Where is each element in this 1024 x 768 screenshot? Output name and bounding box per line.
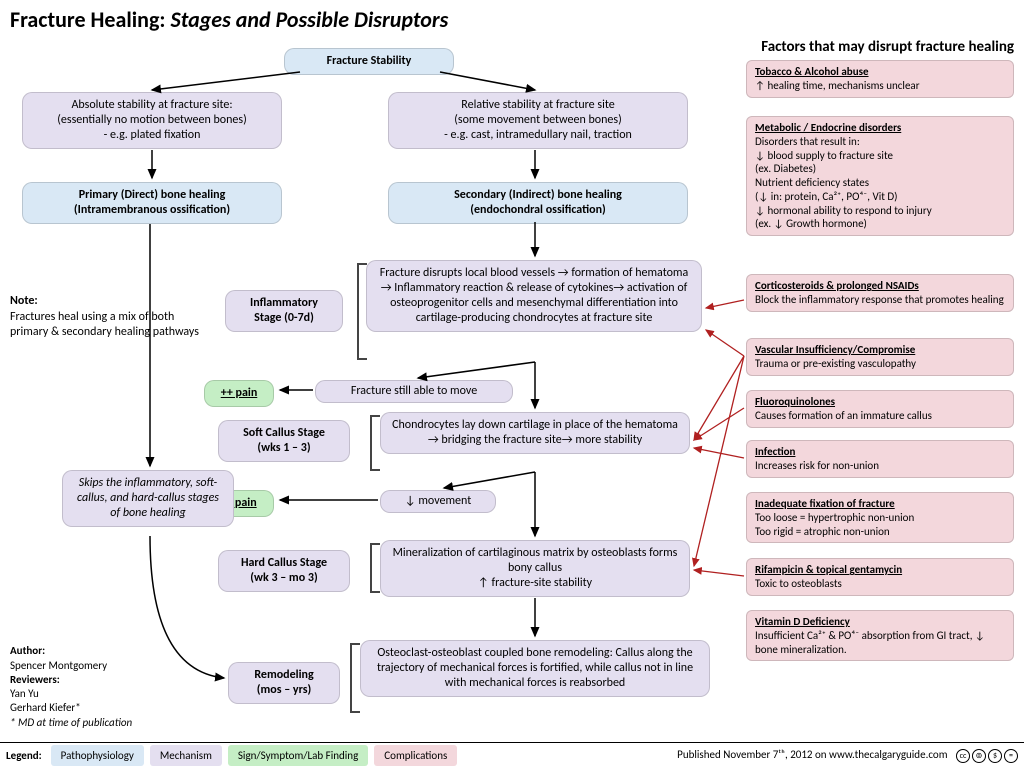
stage-soft-text: Chondrocytes lay down cartilage in place… [380,412,690,454]
node-absolute-stability: Absolute stability at fracture site: (es… [22,92,282,149]
node-fracture-stability: Fracture Stability [284,48,454,75]
disruptor-body: Disorders that result in: ↓ blood supply… [755,135,1005,231]
disruptor-title: Metabolic / Endocrine disorders [755,121,1005,135]
title-main: Fracture Healing: [10,6,165,33]
stage-inflammatory-text: Fracture disrupts local blood vessels → … [366,260,702,332]
page-title: Fracture Healing: Stages and Possible Di… [10,6,448,33]
stage-remodel-text: Osteoclast-osteoblast coupled bone remod… [360,640,710,697]
disruptor-tobacco: Tobacco & Alcohol abuse ↑ healing time, … [746,60,1014,98]
stage-hard-text: Mineralization of cartilaginous matrix b… [380,540,690,597]
disruptor-title: Tobacco & Alcohol abuse [755,65,1005,79]
disruptor-metabolic: Metabolic / Endocrine disorders Disorder… [746,116,1014,236]
node-primary-healing: Primary (Direct) bone healing (Intramemb… [22,182,282,224]
bracket-hard [370,543,380,593]
disruptor-title: Infection [755,445,1005,459]
stage-hard-label: Hard Callus Stage (wk 3 – mo 3) [218,550,350,592]
disruptor-vascular: Vascular Insufficiency/Compromise Trauma… [746,338,1014,376]
factors-heading: Factors that may disrupt fracture healin… [761,38,1014,56]
disruptor-title: Vitamin D Deficiency [755,615,1005,629]
disruptor-title: Vascular Insufficiency/Compromise [755,343,1005,357]
bracket-inflammatory [357,263,367,360]
disruptor-rifampicin: Rifampicin & topical gentamycin Toxic to… [746,558,1014,596]
legend-published: Published November 7ᵗʰ, 2012 on www.thec… [677,748,1024,763]
disruptor-title: Corticosteroids & prolonged NSAIDs [755,279,1005,293]
note-pathways: Note: Fractures heal using a mix of both… [10,294,200,341]
legend-bar: Legend: Pathophysiology Mechanism Sign/S… [0,742,1024,768]
stage-soft-label: Soft Callus Stage (wks 1 – 3) [218,420,350,462]
note-pathways-text: Fractures heal using a mix of both prima… [10,310,199,340]
legend-published-text: Published November 7ᵗʰ, 2012 on www.thec… [677,748,947,761]
node-relative-stability: Relative stability at fracture site (som… [388,92,688,149]
disruptor-vitd: Vitamin D Deficiency Insufficient Ca²⁺ &… [746,610,1014,661]
disruptor-body: Causes formation of an immature callus [755,409,1005,423]
title-subtitle: Stages and Possible Disruptors [170,6,448,33]
disruptor-fixation: Inadequate fixation of fracture Too loos… [746,492,1014,543]
disruptor-title: Fluoroquinolones [755,395,1005,409]
disruptor-body: Toxic to osteoblasts [755,577,1005,591]
node-primary-text: Primary (Direct) bone healing (Intramemb… [74,188,230,217]
node-secondary-text: Secondary (Indirect) bone healing (endoc… [454,188,622,217]
node-skips: Skips the inflammatory, soft-callus, and… [62,470,234,527]
node-secondary-healing: Secondary (Indirect) bone healing (endoc… [388,182,688,224]
disruptor-body: Trauma or pre-existing vasculopathy [755,357,1005,371]
legend-complications: Complications [374,745,457,766]
node-less-move: ↓ movement [380,490,496,513]
disruptor-body: Block the inflammatory response that pro… [755,293,1005,307]
legend-sign: Sign/Symptom/Lab Finding [228,745,368,766]
disruptor-title: Inadequate fixation of fracture [755,497,1005,511]
disruptor-infection: Infection Increases risk for non-union [746,440,1014,478]
note-authors: Author: Spencer Montgomery Reviewers: Ya… [10,630,210,730]
cc-license-icon: cc⊚$= [956,749,1018,763]
stage-inflammatory-label: Inflammatory Stage (0-7d) [225,290,343,332]
legend-pathophysiology: Pathophysiology [51,745,144,766]
disruptor-title: Rifampicin & topical gentamycin [755,563,1005,577]
bracket-soft [370,415,380,471]
disruptor-body: Insufficient Ca²⁺ & PO⁴⁻ absorption from… [755,629,1005,657]
disruptor-body: Too loose = hypertrophic non-union Too r… [755,511,1005,539]
legend-label: Legend: [0,749,48,762]
node-still-move: Fracture still able to move [315,380,513,403]
disruptor-fluoroquinolones: Fluoroquinolones Causes formation of an … [746,390,1014,428]
disruptor-body: Increases risk for non-union [755,459,1005,473]
legend-mechanism: Mechanism [150,745,222,766]
stage-remodel-label: Remodeling (mos – yrs) [228,662,340,704]
node-pp-pain: ++ pain [204,380,274,407]
disruptor-corticosteroids: Corticosteroids & prolonged NSAIDs Block… [746,274,1014,312]
bracket-remodel [350,643,360,713]
disruptor-body: ↑ healing time, mechanisms unclear [755,79,1005,93]
